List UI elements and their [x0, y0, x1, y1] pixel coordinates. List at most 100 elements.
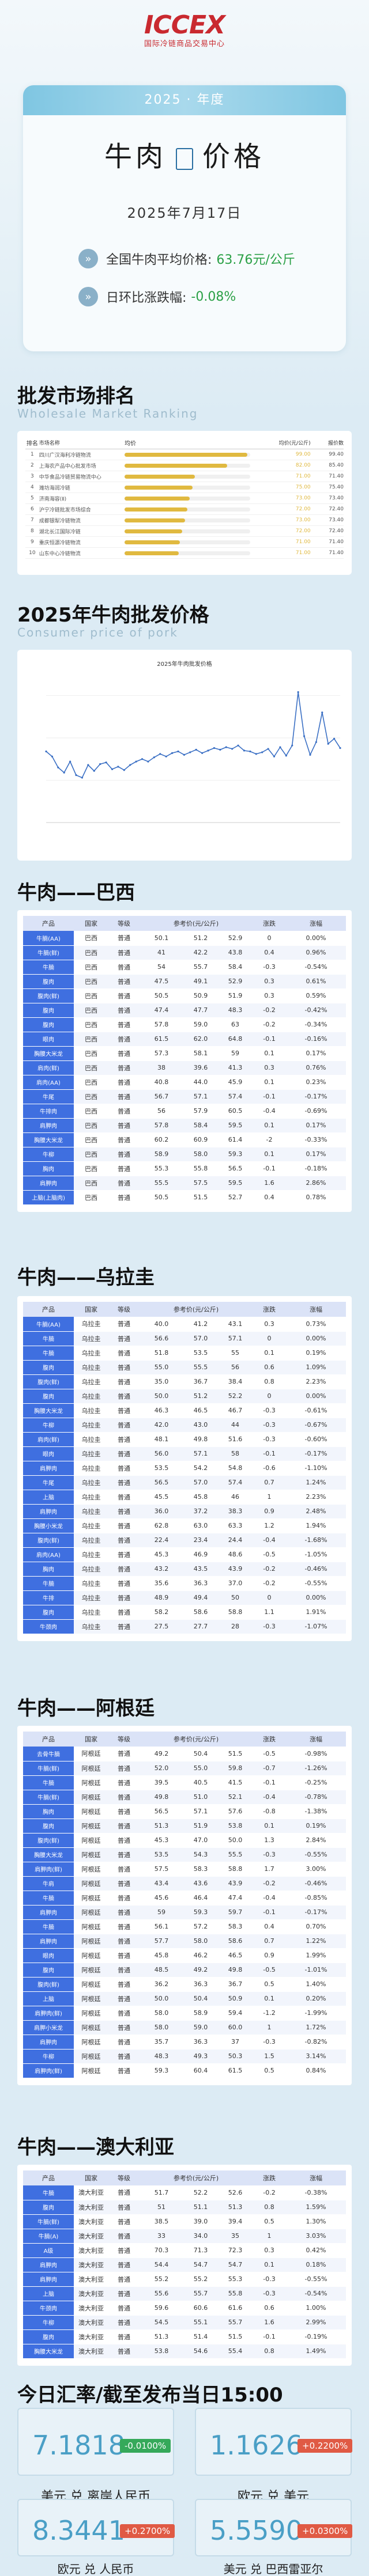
table-cell: 阿根廷	[74, 1876, 108, 1891]
data-point	[135, 760, 137, 763]
table-cell: 普通	[108, 1075, 140, 1090]
ranking-count: 71.40	[329, 539, 344, 545]
table-cell: 1.00%	[286, 2301, 347, 2316]
title-right: 价格	[202, 141, 265, 173]
data-point	[117, 766, 119, 768]
table-cell: 普通	[108, 988, 140, 1003]
table-cell: 55.8	[218, 2286, 253, 2301]
table-cell: 普通	[108, 1475, 140, 1490]
table-cell: 澳大利亚	[74, 2315, 108, 2330]
table-cell: 36.0	[140, 1504, 183, 1519]
table-cell: 50.4	[183, 1991, 218, 2006]
table-cell: -0.8	[253, 1804, 287, 1819]
table-cell: 普通	[108, 1446, 140, 1461]
table-cell: 普通	[108, 2229, 140, 2244]
table-cell: 普通	[108, 1862, 140, 1877]
table-cell: 0	[253, 931, 287, 946]
ranking-market: 四川广汉海利冷链物流	[39, 452, 91, 459]
table-cell: 46.3	[140, 1403, 183, 1418]
table-cell: 38	[140, 1060, 183, 1075]
table-cell: 58	[218, 1446, 253, 1461]
table-row: 牛腩 阿根廷 普通 45.6 46.4 47.4 -0.4 -0.85%	[23, 1891, 347, 1906]
table-cell: 0.1	[253, 1991, 287, 2006]
table-row: 牛腩(AA) 巴西 普通 50.1 51.2 52.9 0 0.00%	[23, 931, 347, 946]
table-cell: 澳大利亚	[74, 2243, 108, 2258]
table-cell: 51.1	[183, 2200, 218, 2215]
table-header-cell: 参考价(元/公斤)	[140, 916, 253, 931]
table-cell: 49.8	[183, 1432, 218, 1447]
data-point	[219, 748, 221, 751]
table-cell: 乌拉圭	[74, 1605, 108, 1620]
table-header-cell: 涨幅	[286, 1302, 347, 1317]
table-cell: 48.1	[140, 1432, 183, 1447]
product-cell: 去骨牛腩	[23, 1747, 74, 1761]
table-cell: -0.98%	[286, 1747, 347, 1761]
table-cell: 0.42%	[286, 2243, 347, 2258]
table-cell: 普通	[108, 1432, 140, 1447]
table-cell: 55	[218, 1346, 253, 1361]
table-cell: 55.2	[140, 2272, 183, 2287]
table-cell: 0.00%	[286, 1590, 347, 1605]
table-cell: 57.8	[140, 1118, 183, 1133]
product-cell: 牛腩	[23, 1346, 74, 1361]
data-point	[249, 750, 251, 753]
table-cell: 普通	[108, 1775, 140, 1790]
data-point	[99, 763, 101, 766]
table-cell: 57.1	[183, 1446, 218, 1461]
data-point	[111, 768, 114, 770]
table-cell: 0.9	[253, 1948, 287, 1963]
table-cell: 39.6	[183, 1060, 218, 1075]
table-cell: 0.8	[253, 2344, 287, 2359]
table-cell: 1.91%	[286, 1605, 347, 1620]
product-cell: 牛腩(鲜)	[23, 945, 74, 960]
table-cell: 22.4	[140, 1533, 183, 1548]
table-cell: 61.5	[218, 2063, 253, 2078]
table-cell: 0.3	[253, 974, 287, 989]
table-cell: 澳大利亚	[74, 2185, 108, 2200]
table-header-cell: 产品	[23, 1302, 74, 1317]
table-cell: 普通	[108, 1790, 140, 1805]
product-cell: 胸腰大米龙	[23, 1132, 74, 1147]
fx-value: 8.3441	[32, 2515, 125, 2546]
table-cell: 58.1	[183, 1046, 218, 1061]
ranking-header-price: 均价(元/公斤)	[278, 441, 311, 446]
table-cell: 28	[218, 1619, 253, 1634]
table-cell: 阿根廷	[74, 1747, 108, 1761]
table-cell: 0.6	[253, 1360, 287, 1375]
ranking-no: 2	[31, 463, 34, 468]
table-cell: 60.9	[183, 1132, 218, 1147]
data-point	[123, 769, 125, 771]
table-cell: 阿根廷	[74, 1948, 108, 1963]
table-cell: 0.20%	[286, 1991, 347, 2006]
table-cell: 0.73%	[286, 1317, 347, 1332]
fx-value: 1.1626	[210, 2430, 303, 2461]
product-cell: 牛柳	[23, 2315, 74, 2330]
table-cell: -0.3	[253, 1619, 287, 1634]
australia-price-table: 产品 国家 等级 参考价(元/公斤) 涨跌 涨幅 牛腩 澳大利亚 普通 51.7 52.2 52.6-…	[23, 2170, 347, 2359]
data-point	[327, 743, 329, 745]
table-cell: 0.4	[253, 1919, 287, 1934]
table-cell: 52.2	[183, 2185, 218, 2200]
table-cell: 45.8	[183, 1490, 218, 1505]
table-cell: 47.5	[140, 974, 183, 989]
table-cell: 23.4	[183, 1533, 218, 1548]
table-cell: 普通	[108, 2049, 140, 2064]
table-row: 牛腩 阿根廷 普通 56.1 57.2 58.3 0.4 0.70%	[23, 1919, 347, 1934]
table-cell: 55.7	[183, 960, 218, 975]
table-header-cell: 涨幅	[286, 916, 347, 931]
table-cell: 乌拉圭	[74, 1562, 108, 1577]
title-box-icon	[176, 147, 193, 170]
ranking-count: 73.40	[329, 495, 344, 501]
table-header-cell: 涨跌	[253, 2170, 287, 2185]
table-cell: 1.94%	[286, 1518, 347, 1533]
table-cell: -0.1	[253, 1161, 287, 1176]
table-row: 腹肉 巴西 普通 57.8 59.0 63 -0.2 -0.34%	[23, 1017, 347, 1032]
table-row: 肩肉(AA) 乌拉圭 普通 45.3 46.9 48.6 -0.5 -1.05%	[23, 1547, 347, 1562]
data-point	[225, 746, 227, 748]
table-cell: 50.0	[218, 1833, 253, 1848]
table-cell: 阿根廷	[74, 2063, 108, 2078]
fx-value: 7.1818	[32, 2430, 125, 2461]
table-cell: 阿根廷	[74, 1977, 108, 1992]
table-row: 肩胛小米龙 阿根廷 普通 58.0 59.0 60.0 1 1.72%	[23, 2020, 347, 2035]
ranking-count: 75.40	[329, 484, 344, 490]
